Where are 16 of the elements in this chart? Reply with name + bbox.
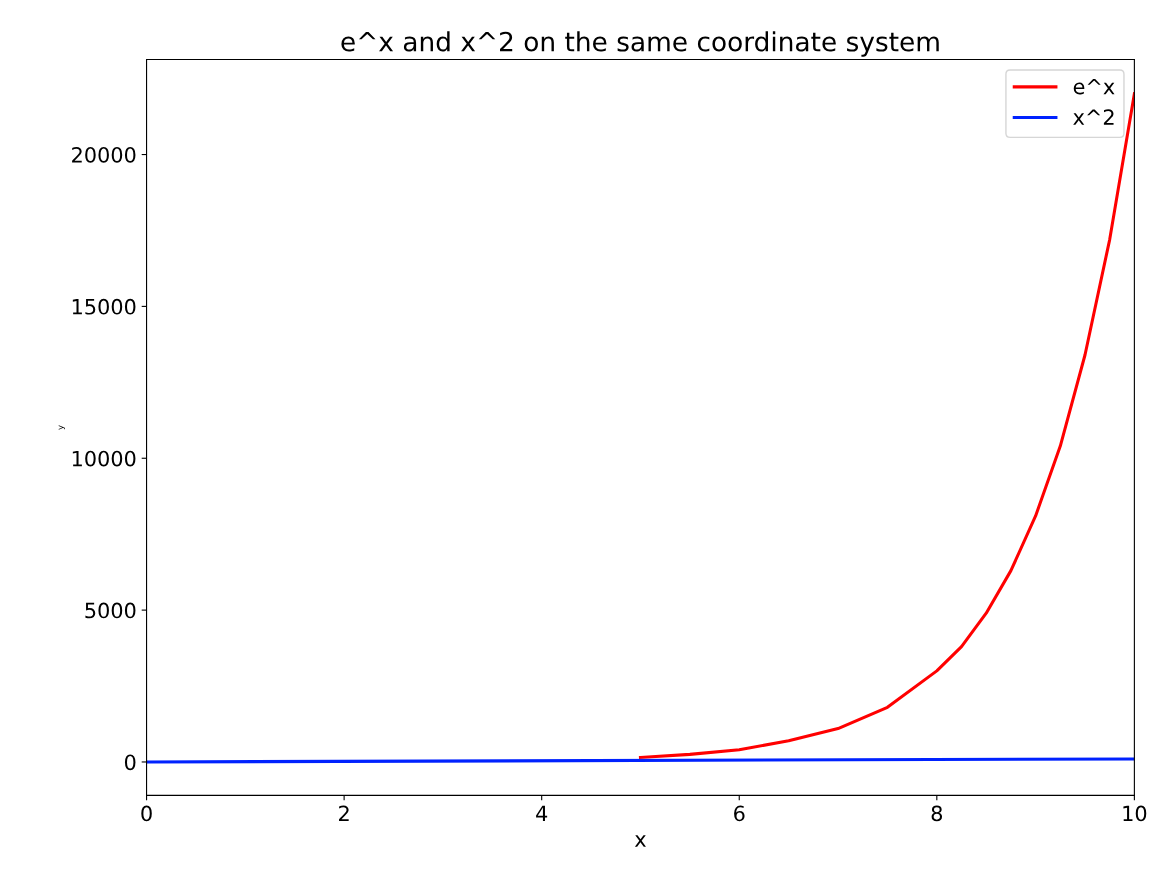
x-tick-label: 2 bbox=[339, 805, 349, 821]
x-tick-label: 10 bbox=[1123, 805, 1147, 822]
legend-label: e^x bbox=[1073, 78, 1115, 95]
y-tick-label: 5000 bbox=[85, 602, 136, 619]
y-tick-label: 15000 bbox=[72, 298, 136, 315]
x-tick-label: 6 bbox=[734, 805, 745, 822]
y-tick-label: 20000 bbox=[72, 146, 136, 163]
chart-title: e^x and x^2 on the same coordinate system bbox=[341, 31, 939, 57]
y-tick-label: 0 bbox=[124, 754, 136, 771]
x-tick-label: 0 bbox=[141, 805, 152, 822]
y-axis-title: y bbox=[58, 425, 65, 430]
legend-label: x^2 bbox=[1073, 109, 1114, 125]
y-tick-label: 10000 bbox=[72, 450, 136, 467]
x-tick-label: 8 bbox=[931, 805, 943, 822]
x-axis-title: x bbox=[634, 835, 646, 847]
x-tick-label: 4 bbox=[536, 805, 548, 821]
